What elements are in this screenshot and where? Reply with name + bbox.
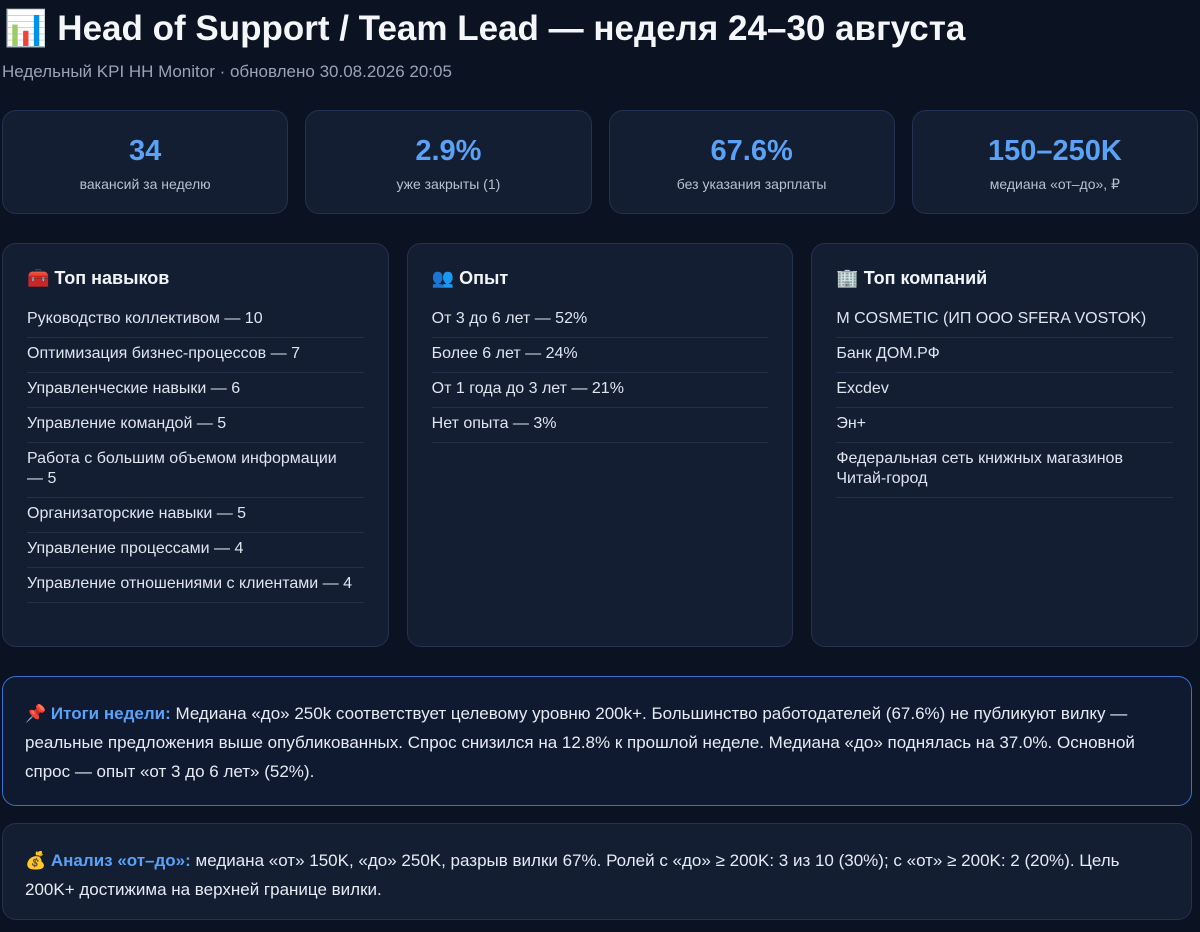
list-item: Excdev xyxy=(836,373,1174,408)
panel-row: 🧰 Топ навыков Руководство коллективом — 1… xyxy=(2,243,1199,647)
kpi-card: 150–250K медиана «от–до», ₽ xyxy=(911,110,1198,214)
kpi-value: 150–250K xyxy=(987,135,1122,167)
list-item: Управление процессами — 4 xyxy=(27,533,364,568)
list-item: Нет опыта — 3% xyxy=(431,408,769,443)
panel-title: 🏢 Топ компаний xyxy=(836,268,988,288)
summary-text: Медиана «до» 250k соответствует целевому… xyxy=(25,704,1135,781)
kpi-label: вакансий за неделю xyxy=(79,176,211,192)
kpi-card: 67.6% без указания зарплаты xyxy=(608,110,895,214)
kpi-value: 2.9% xyxy=(415,135,482,167)
kpi-card: 2.9% уже закрыты (1) xyxy=(305,110,592,214)
list-item: Организаторские навыки — 5 xyxy=(27,498,364,533)
list-item: Федеральная сеть книжных магазинов Читай… xyxy=(836,443,1174,498)
list-item: Управление отношениями с клиентами — 4 xyxy=(27,568,364,603)
kpi-value: 34 xyxy=(128,135,162,167)
kpi-label: уже закрыты (1) xyxy=(396,176,501,192)
list-item: Эн+ xyxy=(836,408,1174,443)
list-item: Руководство коллективом — 10 xyxy=(27,303,364,338)
kpi-row: 34 вакансий за неделю 2.9% уже закрыты (1) 6… xyxy=(2,110,1198,214)
kpi-label: медиана «от–до», ₽ xyxy=(989,176,1120,192)
subtitle: Недельный KPI HH Monitor · обновлено 30.… xyxy=(2,62,452,81)
kpi-card: 34 вакансий за неделю xyxy=(2,110,289,214)
analysis-label: 💰 Анализ «от–до»: xyxy=(25,851,191,870)
analysis-text: медиана «от» 150K, «до» 250K, разрыв вил… xyxy=(25,851,1120,899)
panel: 🏢 Топ компаний M COSMETIC (ИП ООО SFERA V… xyxy=(811,243,1199,647)
list-item: Работа с большим объемом информации — 5 xyxy=(27,443,364,498)
list-item: От 3 до 6 лет — 52% xyxy=(431,303,769,338)
panel: 🧰 Топ навыков Руководство коллективом — 1… xyxy=(2,243,389,647)
panel-title: 🧰 Топ навыков xyxy=(27,268,170,288)
panel: 👥 Опыт От 3 до 6 лет — 52% Более 6 лет — 2… xyxy=(406,243,794,647)
list-item: M COSMETIC (ИП ООО SFERA VOSTOK) xyxy=(836,303,1174,338)
title: 📊 Head of Support / Team Lead — неделя 2… xyxy=(4,9,966,48)
kpi-value: 67.6% xyxy=(710,135,793,167)
panel-title: 👥 Опыт xyxy=(431,268,509,288)
list-item: Банк ДОМ.РФ xyxy=(836,338,1174,373)
list-item: Оптимизация бизнес-процессов — 7 xyxy=(27,338,364,373)
list-item: Управление командой — 5 xyxy=(27,408,364,443)
list-item: От 1 года до 3 лет — 21% xyxy=(431,373,769,408)
summary-label: 📌 Итоги недели: xyxy=(25,704,171,723)
kpi-label: без указания зарплаты xyxy=(676,176,827,192)
list-item: Управленческие навыки — 6 xyxy=(27,373,364,408)
list-item: Более 6 лет — 24% xyxy=(431,338,769,373)
analysis-box: 💰 Анализ «от–до»: медиана «от» 150K, «до… xyxy=(2,823,1192,920)
summary-box: 📌 Итоги недели: Медиана «до» 250k соотве… xyxy=(2,676,1192,806)
